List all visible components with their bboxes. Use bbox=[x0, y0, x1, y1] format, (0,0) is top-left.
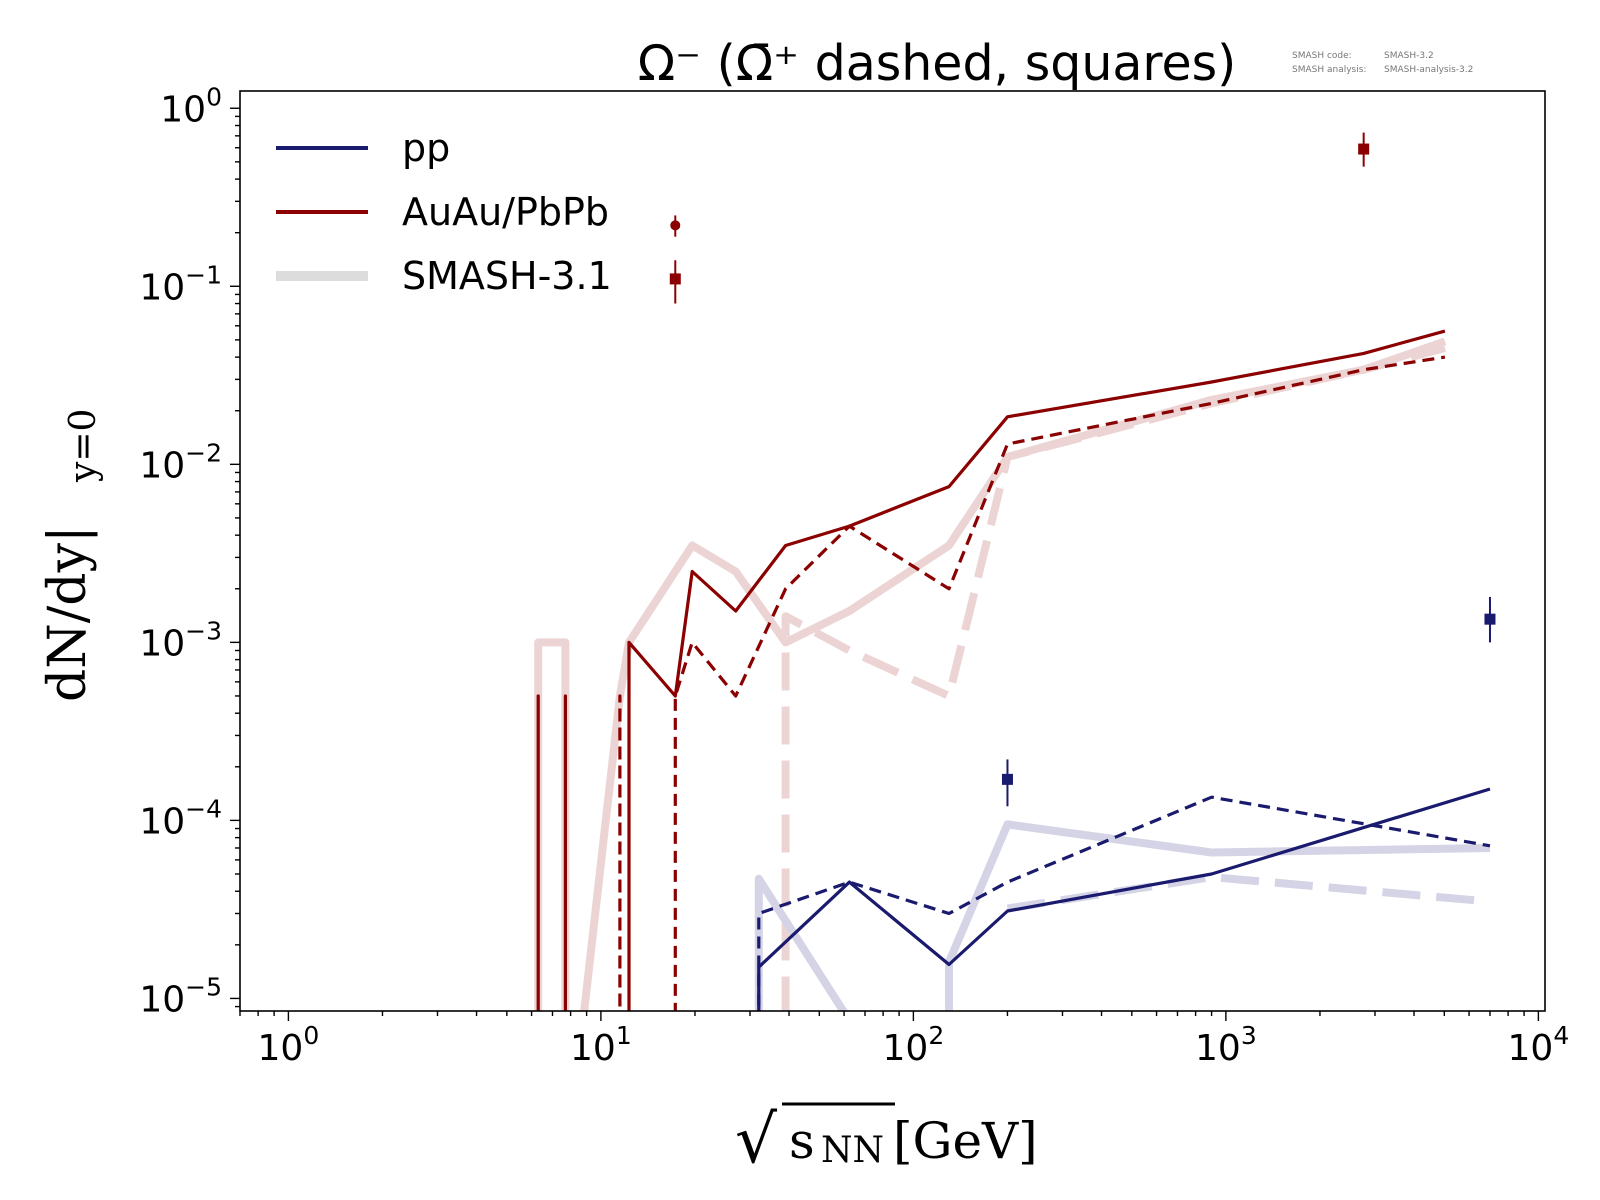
y-tick-label: 10−2 bbox=[139, 438, 222, 486]
info-box: SMASH code: SMASH-3.2 SMASH analysis: SM… bbox=[1292, 51, 1473, 75]
x-axis-label: √ s NN [GeV] bbox=[735, 1101, 1038, 1178]
info-analysis-value: SMASH-analysis-3.2 bbox=[1384, 65, 1473, 75]
legend-label-pp: pp bbox=[402, 126, 450, 170]
legend-label-auau-pbpb: AuAu/PbPb bbox=[402, 190, 609, 234]
x-axis-label-sub: NN bbox=[821, 1130, 884, 1171]
y-tick-label: 10−4 bbox=[139, 794, 222, 842]
legend: pp AuAu/PbPb SMASH-3.1 bbox=[276, 126, 612, 298]
measurement-point bbox=[1358, 143, 1370, 155]
measurement-point bbox=[669, 273, 681, 285]
y-tick-label: 100 bbox=[160, 82, 222, 130]
x-axis-ticks: 100 101 102 103 104 bbox=[239, 1011, 1570, 1069]
x-tick-label: 102 bbox=[883, 1021, 945, 1069]
x-tick-label: 101 bbox=[570, 1021, 632, 1069]
x-axis-label-unit: [GeV] bbox=[893, 1112, 1038, 1170]
y-tick-label: 10−5 bbox=[139, 972, 222, 1020]
info-code-value: SMASH-3.2 bbox=[1384, 51, 1434, 61]
y-axis-ticks: 100 10−1 10−2 10−3 10−4 10−5 bbox=[139, 82, 240, 1020]
info-analysis-label: SMASH analysis: bbox=[1292, 65, 1366, 75]
y-tick-label: 10−3 bbox=[139, 616, 222, 664]
y-axis-label: dN/dy| y=0 bbox=[38, 409, 104, 702]
x-tick-label: 100 bbox=[258, 1021, 320, 1069]
series-line-pp-antiomega bbox=[757, 795, 1491, 1011]
x-axis-label-main: s bbox=[789, 1112, 815, 1170]
series-line-pp-omega-smash-3-1 bbox=[754, 820, 1491, 1011]
x-tick-label: 103 bbox=[1195, 1021, 1257, 1069]
measurement-point bbox=[670, 220, 681, 231]
info-code-label: SMASH code: bbox=[1292, 51, 1352, 61]
series-line-auau-pbpb-antiomega bbox=[618, 355, 1446, 1011]
x-axis-label-radical: √ bbox=[735, 1101, 778, 1178]
plot-frame bbox=[239, 90, 1546, 1012]
y-axis-label-sub: y=0 bbox=[63, 409, 104, 483]
series-layer bbox=[534, 329, 1491, 1011]
legend-label-smash-3-1: SMASH-3.1 bbox=[402, 254, 612, 298]
measurement-point bbox=[1484, 613, 1496, 625]
y-tick-label: 10−1 bbox=[139, 260, 222, 308]
y-axis-label-main: dN/dy| bbox=[38, 526, 98, 703]
series-line-auau-pbpb-omega bbox=[536, 329, 1446, 1011]
measurement-point bbox=[1001, 773, 1013, 785]
measurement-layer bbox=[669, 132, 1496, 807]
x-tick-label: 104 bbox=[1508, 1021, 1570, 1069]
chart-title: Ω⁻ (Ω̄⁺ dashed, squares) bbox=[638, 35, 1237, 92]
